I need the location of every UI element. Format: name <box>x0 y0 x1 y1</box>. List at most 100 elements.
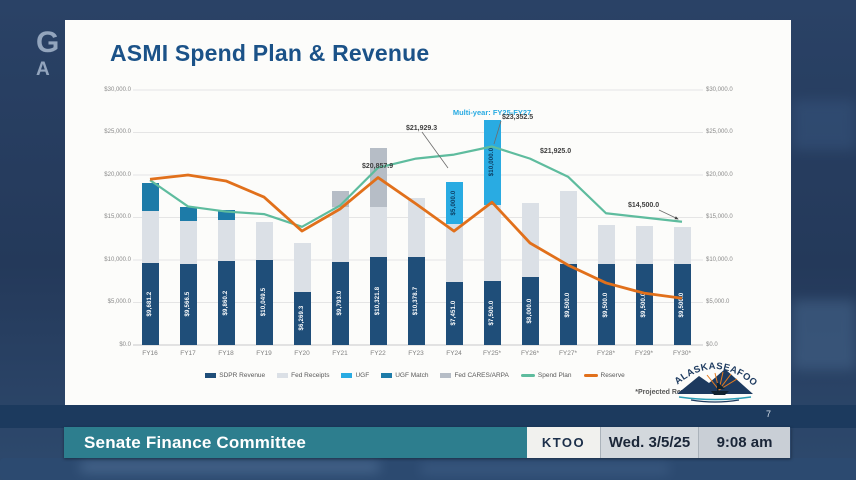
legend-swatch <box>520 374 535 377</box>
bar-segment-fed-receipts <box>635 226 653 265</box>
background-blur-patch <box>80 462 380 472</box>
bar-value-label: $9,860.2 <box>223 290 229 316</box>
background-blur-patch <box>420 465 670 473</box>
x-axis-category-label: FY19 <box>256 350 272 357</box>
legend-label: Fed Receipts <box>291 372 330 379</box>
bar-value-label: $9,793.0 <box>337 290 343 316</box>
chart-annotation: $20,857.9 <box>362 163 394 170</box>
bar-segment-fed-receipts <box>255 222 273 260</box>
legend-label: Spend Plan <box>537 372 572 379</box>
chyron-time: 9:08 am <box>698 427 790 458</box>
bar-value-label: $8,000.0 <box>527 298 533 324</box>
y-axis-tick-label: $0.0 <box>119 341 131 348</box>
alaska-seafood-logo: ALASKASEAFOOD <box>665 353 759 403</box>
legend-label: UGF <box>355 372 370 379</box>
chart-annotation: $14,500.0 <box>628 202 660 209</box>
bar-segment-fed-receipts <box>179 221 197 264</box>
x-axis-category-label: FY25* <box>482 350 502 357</box>
logo-boat <box>711 383 729 395</box>
bar-value-label: $10,321.8 <box>375 286 381 316</box>
x-axis-category-label: FY18 <box>218 350 234 357</box>
x-axis-category-label: FY29* <box>634 350 654 357</box>
bar-segment-ugf-match <box>179 206 197 222</box>
legend-label: SDPR Revenue <box>219 372 266 379</box>
x-axis-category-label: FY26* <box>520 350 540 357</box>
logo-mountain <box>677 369 753 394</box>
y-axis-tick-label: $20,000.0 <box>104 171 131 178</box>
bar-segment-fed-receipts <box>483 204 501 282</box>
logo-water <box>690 399 740 403</box>
y-axis-tick-label: $25,000.0 <box>104 129 131 135</box>
background-blur-patch <box>792 100 856 150</box>
annotation-leader-line <box>658 209 679 220</box>
logo-water <box>678 396 752 401</box>
bar-segment-ugf-match <box>217 210 235 220</box>
bar-segment-fed-receipts <box>521 203 539 277</box>
legend-label: UGF Match <box>395 372 429 379</box>
x-axis-category-label: FY28* <box>596 350 616 357</box>
chart-annotation: $21,925.0 <box>540 148 572 155</box>
x-axis-category-label: FY22 <box>370 350 386 357</box>
chart-legend: SDPR Revenue Fed Receipts UGF UGF Match Fed … <box>125 372 705 379</box>
presentation-slide: ASMI Spend Plan & Revenue $9,681.2 $9,566… <box>65 20 791 407</box>
bar-segment-fed-receipts <box>407 197 425 257</box>
bar-segment-fed-receipts <box>559 191 577 265</box>
chart-annotation: Multi-year: FY25-FY27 <box>452 108 532 117</box>
slide-frame-band: 7 <box>0 405 856 428</box>
y-axis-tick-label: $20,000.0 <box>706 171 733 178</box>
bar-value-label: $9,681.2 <box>147 291 153 317</box>
bar-value-label: $10,378.7 <box>413 286 419 316</box>
bar-value-label: $6,269.3 <box>299 305 305 331</box>
y-axis-tick-label: $5,000.0 <box>706 299 730 305</box>
slide-page-number: 7 <box>766 409 772 419</box>
x-axis-category-label: FY30* <box>672 350 692 357</box>
x-axis-category-label: FY16 <box>142 350 158 357</box>
legend-swatch <box>277 373 289 378</box>
bar-value-label: $9,566.5 <box>185 291 191 317</box>
x-axis-category-label: FY21 <box>332 350 348 357</box>
bar-segment-ugf-match <box>141 182 159 211</box>
broadcast-chyron: Senate Finance Committee KTOO Wed. 3/5/2… <box>64 427 791 458</box>
y-axis-tick-label: $15,000.0 <box>104 214 131 220</box>
legend-swatch <box>583 374 598 377</box>
legend-label: Reserve <box>600 372 625 379</box>
legend-label: Fed CARES/ARPA <box>454 372 509 379</box>
chyron-program-title: Senate Finance Committee <box>64 427 527 458</box>
watermark-letter: G <box>36 26 61 59</box>
y-axis-tick-label: $30,000.0 <box>104 86 131 93</box>
y-axis-tick-label: $25,000.0 <box>706 129 733 135</box>
y-axis-tick-label: $30,000.0 <box>706 86 733 93</box>
bar-segment-fed-receipts <box>445 224 463 282</box>
slide-title: ASMI Spend Plan & Revenue <box>110 40 430 66</box>
legend-item-sdpr-revenue: SDPR Revenue <box>205 372 265 379</box>
legend-item-reserve: Reserve <box>583 372 625 379</box>
bar-segment-fed-receipts <box>331 207 349 262</box>
bar-value-label: $9,500.0 <box>603 292 609 318</box>
bar-value-label: $5,000.0 <box>451 190 457 216</box>
bar-value-label: $9,500.0 <box>641 292 647 318</box>
x-axis-category-label: FY23 <box>408 350 424 357</box>
legend-item-ugf-match: UGF Match <box>381 372 428 379</box>
background-blur-patch <box>792 300 856 370</box>
y-axis-tick-label: $10,000.0 <box>706 256 733 263</box>
legend-item-fed-receipts: Fed Receipts <box>277 372 329 379</box>
bar-value-label: $7,451.0 <box>451 300 457 326</box>
chart-annotation: $21,929.3 <box>406 125 438 132</box>
spend-plan-revenue-chart: $9,681.2 $9,566.5 $9,860.2 $10,049.5 $6,269.… <box>65 20 791 407</box>
chart-annotation: $23,352.5 <box>502 114 534 121</box>
bar-segment-fed-receipts <box>141 210 159 263</box>
legend-item-spend-plan: Spend Plan <box>520 372 572 379</box>
legend-swatch <box>205 373 217 378</box>
bar-segment-fed-receipts <box>217 219 235 262</box>
bar-value-label: $9,500.0 <box>679 292 685 318</box>
bar-value-label: $10,049.5 <box>261 288 267 317</box>
station-logo-ktoo: KTOO <box>527 427 600 458</box>
bar-value-label: $9,500.0 <box>565 292 571 318</box>
y-axis-tick-label: $15,000.0 <box>706 214 733 220</box>
legend-item-fed-cares-arpa: Fed CARES/ARPA <box>440 372 509 379</box>
y-axis-tick-label: $5,000.0 <box>107 299 131 305</box>
x-axis-category-label: FY24 <box>446 350 462 357</box>
bar-segment-fed-receipts <box>673 226 691 265</box>
bar-segment-fed-cares-arpa <box>369 148 387 208</box>
